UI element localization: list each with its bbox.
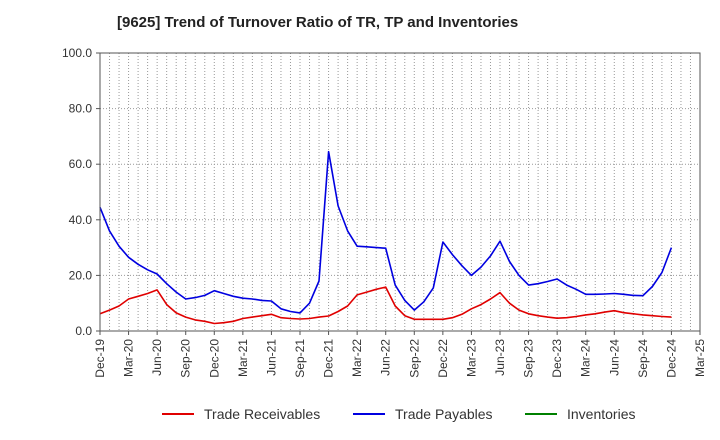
x-tick-label: Sep-24 [636, 339, 650, 378]
legend-item-inventories: Inventories [525, 404, 635, 424]
x-tick-label: Jun-21 [264, 339, 278, 376]
legend-swatch-inventories [525, 413, 557, 415]
legend: Trade Receivables Trade Payables Invento… [0, 404, 720, 424]
x-tick-label: Mar-25 [693, 339, 707, 377]
series-layer [99, 150, 673, 325]
legend-swatch-trade-receivables [162, 413, 194, 415]
x-tick-label: Dec-21 [322, 339, 336, 378]
x-axis-ticks: Dec-19 Mar-20 Jun-20 Sep-20 Dec-20 Mar-21 Jun-… [93, 331, 707, 378]
x-tick-label: Mar-23 [464, 339, 478, 377]
x-tick-label: Mar-21 [236, 339, 250, 377]
x-tick-label: Dec-19 [93, 339, 107, 378]
x-tick-label: Jun-23 [493, 339, 507, 376]
legend-label-trade-receivables: Trade Receivables [204, 406, 321, 422]
y-tick-label: 20.0 [69, 268, 93, 282]
x-tick-label: Dec-22 [436, 339, 450, 378]
line-chart: 0.0 20.0 40.0 60.0 80.0 100.0 Dec-19 Mar-20 Jun… [62, 46, 707, 378]
x-tick-label: Mar-20 [122, 339, 136, 377]
grid-layer [100, 53, 700, 331]
x-tick-label: Sep-21 [293, 339, 307, 378]
x-tick-label: Jun-22 [379, 339, 393, 376]
x-tick-label: Jun-24 [607, 339, 621, 376]
y-tick-label: 0.0 [75, 324, 92, 338]
x-tick-label: Dec-23 [550, 339, 564, 378]
legend-label-trade-payables: Trade Payables [395, 406, 493, 422]
x-tick-label: Mar-22 [350, 339, 364, 377]
legend-item-trade-receivables: Trade Receivables [162, 404, 320, 424]
x-tick-label: Jun-20 [150, 339, 164, 376]
series-line-trade-receivables [99, 286, 672, 325]
y-tick-label: 40.0 [69, 213, 93, 227]
series-line-trade-payables [99, 150, 673, 314]
x-tick-label: Dec-20 [207, 339, 221, 378]
y-tick-label: 80.0 [69, 102, 93, 116]
y-axis-ticks: 0.0 20.0 40.0 60.0 80.0 100.0 [62, 46, 100, 338]
legend-label-inventories: Inventories [567, 406, 636, 422]
legend-item-trade-payables: Trade Payables [353, 404, 493, 424]
x-tick-label: Sep-23 [522, 339, 536, 378]
y-tick-label: 60.0 [69, 157, 93, 171]
x-tick-label: Mar-24 [579, 339, 593, 377]
plot-area-border [99, 52, 701, 332]
chart-title: [9625] Trend of Turnover Ratio of TR, TP… [117, 14, 519, 31]
legend-swatch-trade-payables [353, 413, 385, 415]
x-tick-label: Dec-24 [664, 339, 678, 378]
x-tick-label: Sep-20 [179, 339, 193, 378]
y-tick-label: 100.0 [62, 46, 92, 60]
x-tick-label: Sep-22 [407, 339, 421, 378]
